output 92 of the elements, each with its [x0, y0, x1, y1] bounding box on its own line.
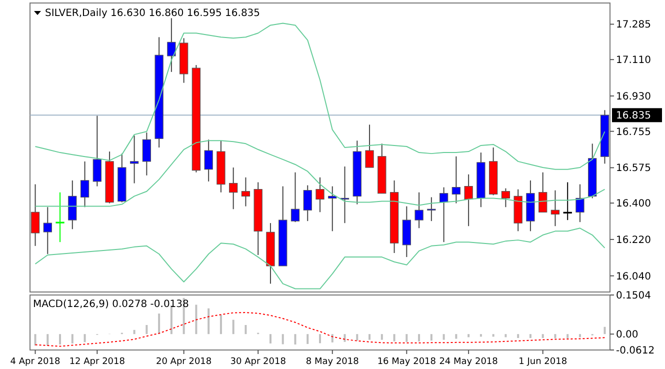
x-tick-label: 8 May 2018: [306, 357, 360, 367]
bar: [480, 334, 482, 337]
x-tick-label: 24 May 2018: [439, 357, 498, 367]
candlestick: [576, 184, 584, 223]
candlestick: [56, 192, 64, 243]
x-tick-label: 30 Apr 2018: [230, 357, 286, 367]
bar: [504, 334, 507, 338]
bar: [220, 314, 222, 334]
y-tick-label: 16.400: [616, 198, 651, 210]
bar: [578, 334, 581, 338]
y-tick-label: 0.1504: [616, 290, 651, 302]
x-tick-label: 4 Apr 2018: [10, 357, 60, 367]
bar: [542, 334, 544, 338]
bar: [306, 334, 309, 344]
bar: [34, 334, 36, 346]
line-series: [34, 228, 606, 290]
candlestick: [464, 174, 473, 227]
bar: [294, 334, 296, 344]
bar: [71, 334, 74, 344]
bar: [244, 324, 247, 334]
candlestick: [365, 124, 374, 168]
candlestick: [316, 176, 324, 213]
bar: [455, 334, 458, 339]
candlestick: [241, 176, 250, 207]
bar: [319, 334, 321, 344]
candlestick: [563, 182, 572, 221]
candlestick: [290, 172, 300, 223]
candlestick: [414, 192, 424, 229]
x-tick-label: 16 May 2018: [377, 357, 436, 367]
bar: [356, 334, 358, 341]
candlestick: [167, 18, 176, 72]
bar: [331, 334, 334, 342]
candlestick: [427, 196, 436, 222]
bar: [393, 334, 396, 342]
y-tick-label: 16.040: [616, 271, 651, 282]
y-tick-label: 16.220: [616, 234, 651, 246]
candlestick: [538, 172, 548, 213]
candlestick: [501, 188, 510, 208]
y-tick-label: 17.110: [616, 55, 651, 66]
bar: [146, 324, 148, 334]
bar: [492, 334, 494, 337]
bar: [133, 330, 136, 334]
bar: [430, 334, 432, 341]
candlestick: [92, 115, 102, 187]
bar: [442, 334, 445, 340]
ref-line-label: 16.835: [616, 110, 651, 122]
candlestick: [130, 135, 139, 184]
bar: [195, 304, 198, 334]
bar: [282, 334, 284, 344]
bar: [232, 320, 234, 334]
bar: [368, 334, 371, 340]
x-tick-label: 12 Apr 2018: [69, 357, 126, 367]
y-tick-label: 0.00: [616, 330, 638, 341]
candlestick: [550, 190, 560, 227]
x-tick-label: 20 Apr 2018: [156, 357, 212, 367]
bar: [59, 334, 62, 344]
candlestick: [303, 184, 312, 222]
bar: [418, 334, 420, 342]
candlestick: [204, 139, 213, 182]
bar: [554, 334, 556, 338]
bar: [158, 314, 160, 334]
bar: [406, 334, 408, 342]
y-tick-label: -0.0612: [616, 346, 655, 356]
bar: [380, 334, 383, 340]
bar: [517, 334, 520, 338]
bar: [566, 334, 569, 338]
bar: [46, 334, 49, 346]
bar: [529, 334, 532, 338]
candlestick: [229, 167, 238, 210]
bar: [269, 334, 272, 344]
candlestick: [328, 186, 337, 232]
candlestick: [452, 156, 461, 204]
candlestick: [439, 186, 448, 243]
candlestick: [68, 180, 77, 230]
line-series: [34, 312, 606, 347]
bar: [468, 334, 470, 338]
x-tick-label: 1 Jun 2018: [518, 357, 568, 367]
candlestick: [80, 160, 90, 208]
bar: [344, 334, 346, 342]
y-tick-label: 17.285: [616, 20, 651, 31]
chart-title: MACD(12,26,9) 0.0278 -0.0138: [33, 299, 189, 310]
candlestick: [142, 132, 152, 176]
bar: [208, 308, 210, 334]
bar: [170, 306, 172, 334]
y-tick-label: 16.755: [616, 126, 651, 138]
candlestick: [30, 184, 40, 246]
y-tick-label: 16.930: [616, 91, 651, 102]
candlestick: [43, 206, 52, 255]
bar: [604, 326, 606, 334]
bar: [84, 334, 86, 342]
y-tick-label: 16.575: [616, 163, 651, 174]
text: SILVER,Daily 16.630 16.860 16.595 16.835: [45, 8, 260, 19]
